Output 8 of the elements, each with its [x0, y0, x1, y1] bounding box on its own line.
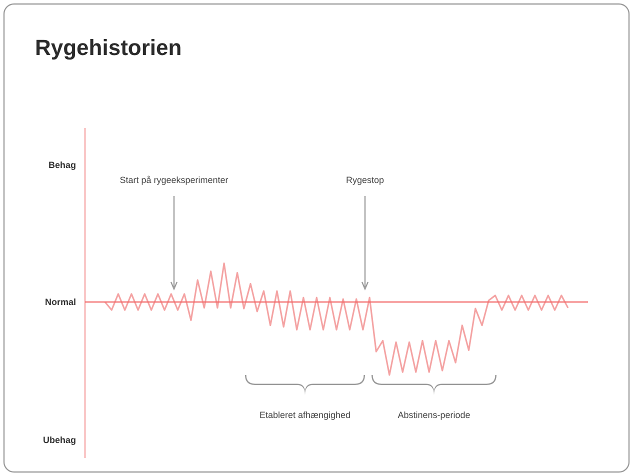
chart-title: Rygehistorien [35, 35, 182, 60]
text: Abstinens-periode [398, 410, 470, 420]
text: Etableret afhængighed [259, 410, 351, 420]
text: Behag [48, 160, 76, 170]
ref-line-label: Normal [44, 297, 76, 308]
text: Rygestop [346, 175, 384, 185]
text: Start på rygeeksperimenter [120, 175, 228, 185]
text: Ubehag [42, 435, 76, 446]
